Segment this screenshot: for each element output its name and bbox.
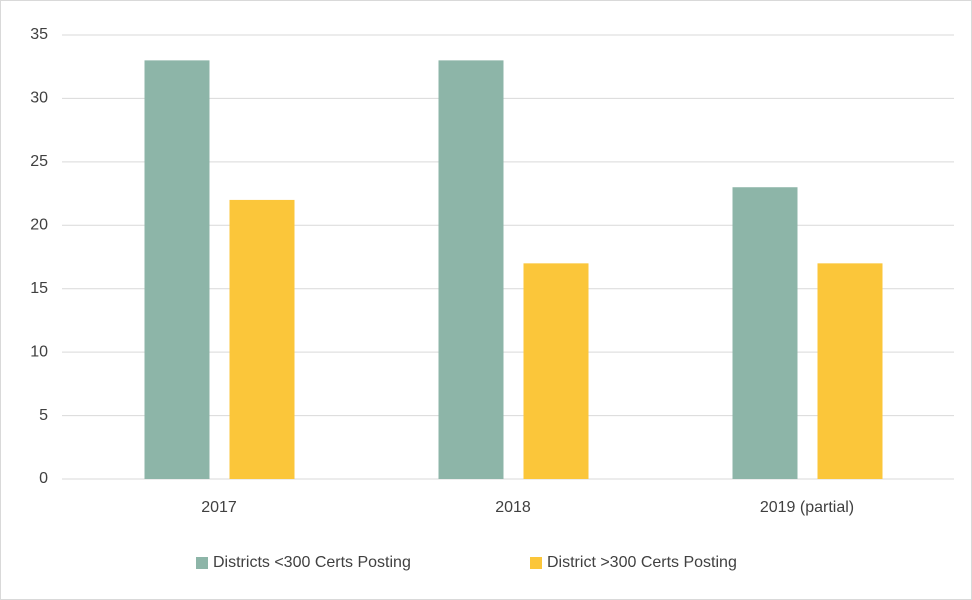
x-tick-label: 2017: [201, 499, 237, 516]
bar: [523, 263, 589, 479]
legend-label: District >300 Certs Posting: [547, 554, 737, 571]
y-tick-label: 25: [30, 153, 48, 170]
legend-swatch: [196, 557, 208, 569]
legend-swatch: [530, 557, 542, 569]
y-tick-label: 10: [30, 343, 48, 360]
y-tick-label: 20: [30, 217, 48, 234]
y-tick-label: 30: [30, 90, 48, 107]
y-tick-label: 15: [30, 280, 48, 297]
x-tick-label: 2018: [495, 499, 531, 516]
bar: [144, 60, 210, 479]
bar: [817, 263, 883, 479]
y-tick-label: 5: [39, 407, 48, 424]
x-tick-label: 2019 (partial): [760, 499, 854, 516]
legend-label: Districts <300 Certs Posting: [213, 554, 411, 571]
y-tick-label: 0: [39, 470, 48, 487]
bar: [438, 60, 504, 479]
y-tick-label: 35: [30, 26, 48, 43]
bar: [732, 187, 798, 479]
bar: [229, 199, 295, 479]
